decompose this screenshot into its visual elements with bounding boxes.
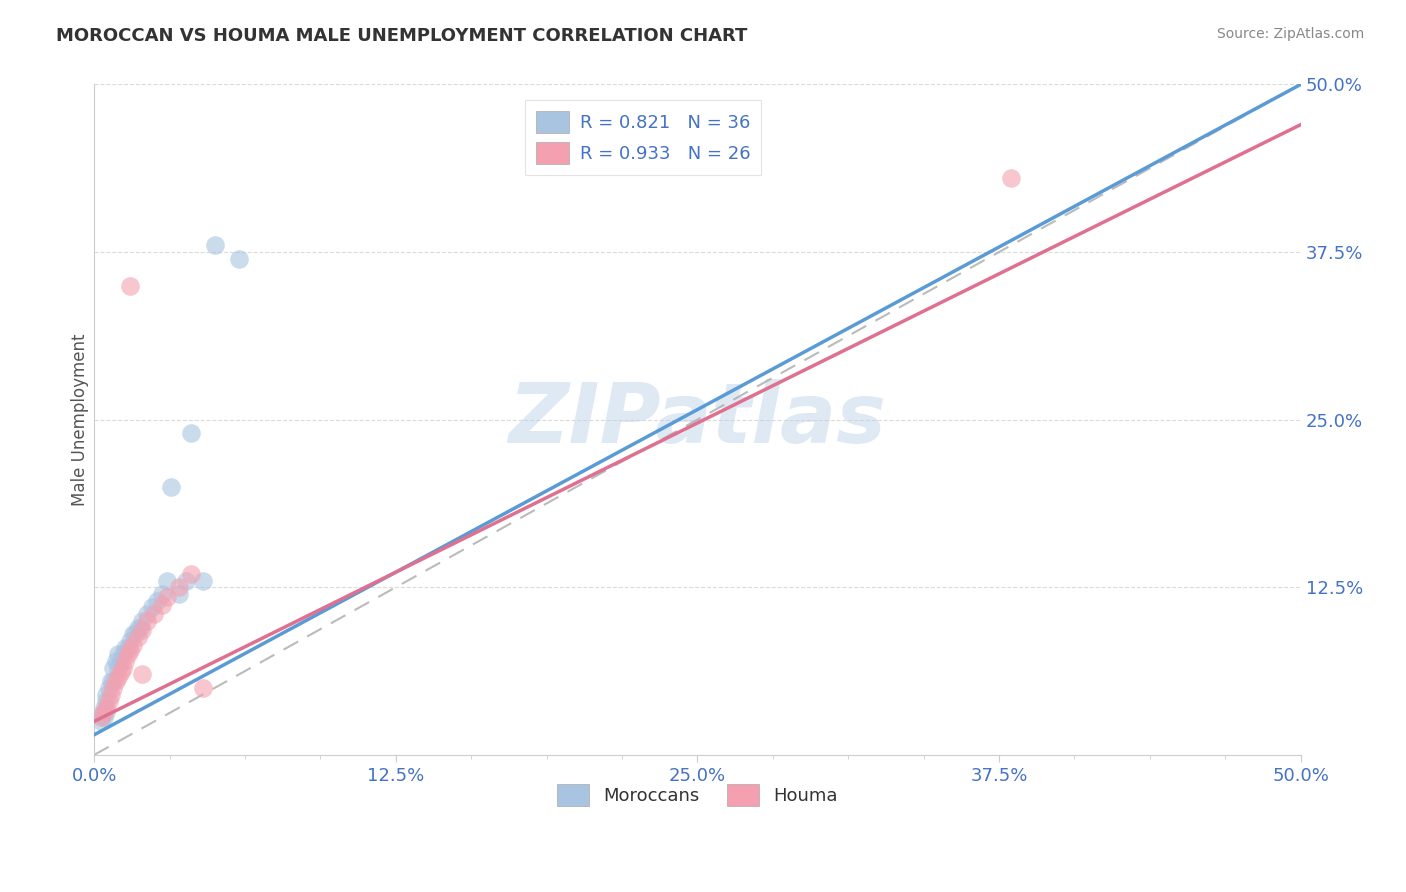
- Point: [191, 574, 214, 588]
- Point: [136, 607, 159, 621]
- Point: [121, 638, 143, 652]
- Point: [141, 600, 163, 615]
- Point: [131, 614, 153, 628]
- Point: [120, 278, 142, 293]
- Point: [112, 648, 135, 662]
- Point: [93, 705, 115, 719]
- Point: [150, 587, 173, 601]
- Point: [124, 627, 146, 641]
- Point: [150, 598, 173, 612]
- Point: [97, 681, 120, 695]
- Y-axis label: Male Unemployment: Male Unemployment: [72, 334, 89, 506]
- Point: [96, 694, 118, 708]
- Point: [127, 620, 149, 634]
- Point: [112, 661, 135, 675]
- Point: [103, 674, 125, 689]
- Point: [90, 710, 112, 724]
- Point: [96, 701, 118, 715]
- Point: [117, 648, 139, 662]
- Point: [167, 587, 190, 601]
- Text: MOROCCAN VS HOUMA MALE UNEMPLOYMENT CORRELATION CHART: MOROCCAN VS HOUMA MALE UNEMPLOYMENT CORR…: [56, 27, 748, 45]
- Point: [204, 238, 226, 252]
- Point: [103, 681, 125, 695]
- Point: [110, 665, 132, 679]
- Point: [110, 654, 132, 668]
- Point: [96, 705, 118, 719]
- Point: [96, 688, 118, 702]
- Point: [121, 627, 143, 641]
- Point: [160, 480, 183, 494]
- Legend: Moroccans, Houma: Moroccans, Houma: [550, 776, 845, 813]
- Point: [104, 654, 127, 668]
- Point: [90, 707, 112, 722]
- Point: [1000, 171, 1022, 186]
- Point: [107, 670, 129, 684]
- Point: [93, 710, 115, 724]
- Point: [155, 574, 177, 588]
- Point: [174, 574, 197, 588]
- Point: [90, 714, 112, 729]
- Point: [167, 580, 190, 594]
- Point: [120, 643, 142, 657]
- Point: [100, 674, 122, 689]
- Point: [136, 614, 159, 628]
- Point: [103, 661, 125, 675]
- Point: [131, 667, 153, 681]
- Point: [143, 607, 166, 621]
- Point: [114, 640, 136, 655]
- Point: [129, 620, 152, 634]
- Point: [131, 623, 153, 637]
- Point: [104, 674, 127, 689]
- Point: [117, 640, 139, 655]
- Point: [114, 654, 136, 668]
- Point: [100, 688, 122, 702]
- Point: [180, 566, 202, 581]
- Text: Source: ZipAtlas.com: Source: ZipAtlas.com: [1216, 27, 1364, 41]
- Point: [93, 701, 115, 715]
- Point: [191, 681, 214, 695]
- Text: ZIPatlas: ZIPatlas: [509, 379, 886, 460]
- Point: [155, 590, 177, 604]
- Point: [120, 634, 142, 648]
- Point: [107, 648, 129, 662]
- Point: [127, 630, 149, 644]
- Point: [107, 661, 129, 675]
- Point: [180, 426, 202, 441]
- Point: [97, 694, 120, 708]
- Point: [146, 593, 169, 607]
- Point: [228, 252, 250, 266]
